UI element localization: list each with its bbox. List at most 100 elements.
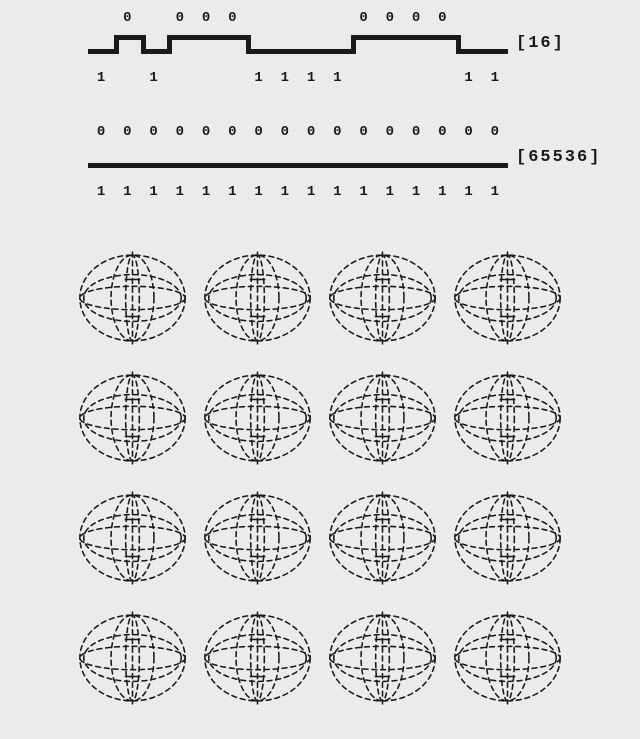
sphere-grid-cell xyxy=(445,238,570,358)
bit-bottom-label: 1 xyxy=(272,70,298,86)
wire-sphere-icon xyxy=(199,602,316,714)
bit-cell: 1 xyxy=(272,28,298,66)
bit-top-label: 0 xyxy=(351,124,377,140)
bit-cell: 0 xyxy=(114,28,140,66)
bit-cell: 01 xyxy=(141,142,167,180)
sphere-grid-cell xyxy=(195,238,320,358)
bit-cell: 0 xyxy=(403,28,429,66)
sequence-tag: [16] xyxy=(516,34,565,53)
wire-sphere-icon xyxy=(199,362,316,474)
bit-high-bar xyxy=(403,35,429,40)
bit-bottom-label: 1 xyxy=(272,184,298,200)
bit-top-label: 0 xyxy=(246,124,272,140)
bit-cell: 01 xyxy=(219,142,245,180)
bit-edge xyxy=(246,35,251,54)
bit-cell: 01 xyxy=(272,142,298,180)
wire-sphere-icon xyxy=(449,242,566,354)
bit-bottom-label: 1 xyxy=(482,184,508,200)
bit-low-bar xyxy=(88,49,114,54)
bit-high-bar xyxy=(429,35,455,40)
bit-low-bar xyxy=(403,163,429,168)
bit-bottom-label: 1 xyxy=(298,70,324,86)
sphere-grid-cell xyxy=(320,478,445,598)
sphere-grid xyxy=(70,238,570,718)
bit-bottom-label: 1 xyxy=(88,70,114,86)
wire-sphere-icon xyxy=(449,482,566,594)
bit-bottom-label: 1 xyxy=(88,184,114,200)
bit-cell: 0 xyxy=(219,28,245,66)
bit-top-label: 0 xyxy=(482,124,508,140)
bit-top-label: 0 xyxy=(193,10,219,26)
bit-low-bar xyxy=(219,163,245,168)
bit-cell: 01 xyxy=(88,142,114,180)
bit-track: 1010001111000011 xyxy=(88,28,508,66)
bit-bottom-label: 1 xyxy=(456,70,482,86)
bit-bottom-label: 1 xyxy=(324,70,350,86)
bit-bottom-label: 1 xyxy=(298,184,324,200)
wire-sphere-icon xyxy=(324,362,441,474)
bit-cell: 0 xyxy=(193,28,219,66)
bit-low-bar xyxy=(351,163,377,168)
bit-cell: 01 xyxy=(193,142,219,180)
sphere-grid-cell xyxy=(195,478,320,598)
bit-bottom-label: 1 xyxy=(429,184,455,200)
bit-cell: 1 xyxy=(482,28,508,66)
bit-top-label: 0 xyxy=(114,124,140,140)
wire-sphere-icon xyxy=(199,482,316,594)
bit-low-bar xyxy=(429,163,455,168)
bit-low-bar xyxy=(246,163,272,168)
wire-sphere-icon xyxy=(74,362,191,474)
bit-cell: 01 xyxy=(324,142,350,180)
sphere-grid-cell xyxy=(195,598,320,718)
bit-cell: 0 xyxy=(377,28,403,66)
bit-low-bar xyxy=(272,49,298,54)
bit-cell: 0 xyxy=(167,28,193,66)
bit-bottom-label: 1 xyxy=(377,184,403,200)
bit-cell: 01 xyxy=(456,142,482,180)
bit-cell: 01 xyxy=(403,142,429,180)
sphere-grid-cell xyxy=(320,358,445,478)
bit-low-bar xyxy=(167,163,193,168)
bit-cell: 1 xyxy=(324,28,350,66)
bit-top-label: 0 xyxy=(167,124,193,140)
wire-sphere-icon xyxy=(449,362,566,474)
sphere-grid-cell xyxy=(70,598,195,718)
bit-low-bar xyxy=(377,163,403,168)
bit-top-label: 0 xyxy=(403,124,429,140)
sphere-grid-row xyxy=(70,238,570,358)
sphere-grid-cell xyxy=(320,238,445,358)
bit-bottom-label: 1 xyxy=(114,184,140,200)
bit-top-label: 0 xyxy=(456,124,482,140)
wire-sphere-icon xyxy=(324,242,441,354)
bit-bottom-label: 1 xyxy=(219,184,245,200)
bit-top-label: 0 xyxy=(324,124,350,140)
bit-edge xyxy=(167,35,172,54)
bit-top-label: 0 xyxy=(141,124,167,140)
bit-high-bar xyxy=(219,35,245,40)
sphere-grid-row xyxy=(70,598,570,718)
bit-cell: 0 xyxy=(429,28,455,66)
bit-low-bar xyxy=(272,163,298,168)
bit-edge xyxy=(456,35,461,54)
bit-low-bar xyxy=(482,49,508,54)
bit-top-label: 0 xyxy=(219,124,245,140)
seq-16: 1010001111000011[16] xyxy=(88,28,508,66)
bit-bottom-label: 1 xyxy=(351,184,377,200)
bit-bottom-label: 1 xyxy=(324,184,350,200)
bit-top-label: 0 xyxy=(88,124,114,140)
bit-top-label: 0 xyxy=(377,124,403,140)
bit-top-label: 0 xyxy=(429,124,455,140)
bit-edge xyxy=(351,35,356,54)
sphere-grid-row xyxy=(70,358,570,478)
bit-bottom-label: 1 xyxy=(193,184,219,200)
wire-sphere-icon xyxy=(324,482,441,594)
bit-low-bar xyxy=(298,49,324,54)
bit-top-label: 0 xyxy=(377,10,403,26)
bit-cell: 01 xyxy=(429,142,455,180)
wire-sphere-icon xyxy=(74,242,191,354)
bit-cell: 1 xyxy=(298,28,324,66)
bit-bottom-label: 1 xyxy=(246,184,272,200)
bit-low-bar xyxy=(324,49,350,54)
bit-top-label: 0 xyxy=(351,10,377,26)
sphere-grid-row xyxy=(70,478,570,598)
